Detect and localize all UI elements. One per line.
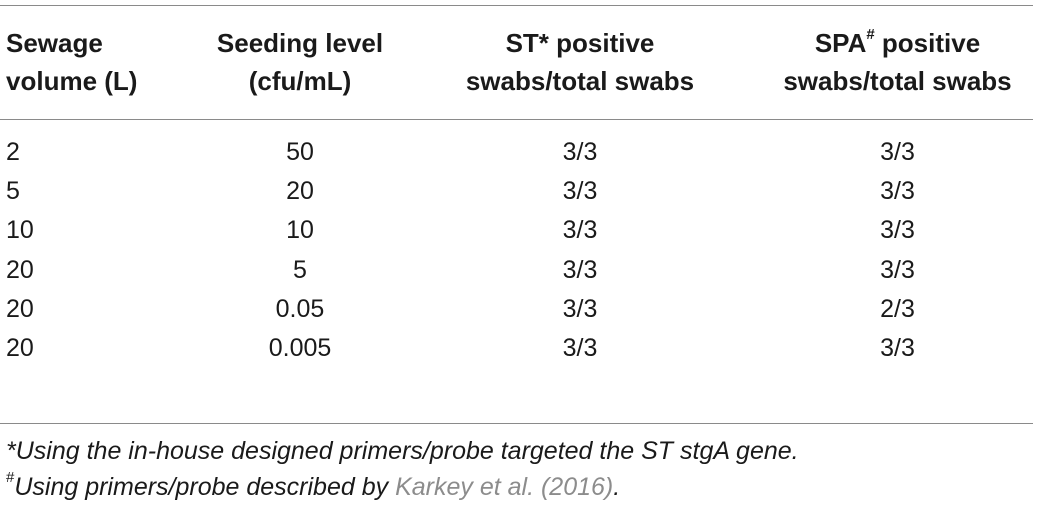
footnote-text: . — [613, 473, 621, 501]
cell-st-positive: 3/3 — [562, 334, 598, 362]
header-text: Seeding level — [216, 28, 384, 58]
header-text-part: positive — [874, 28, 981, 58]
cell-sewage-volume: 20 — [6, 255, 34, 284]
cell-spa-positive: 2/3 — [880, 294, 915, 323]
footnote-st: *Using the in-house designed primers/pro… — [6, 437, 799, 465]
footnote-mark: # — [6, 468, 15, 486]
cell-sewage-volume: 2 — [6, 138, 20, 166]
header-spa-positive: SPA# positive swabs/total swabs — [760, 24, 1035, 100]
table-row: 20 0.05 3/3 2/3 — [0, 289, 1039, 329]
header-text: swabs/total swabs — [783, 66, 1012, 96]
header-text: SPA# positive — [760, 24, 1035, 62]
cell-sewage-volume: 5 — [6, 177, 20, 206]
table-top-rule — [0, 5, 1033, 6]
header-text: Sewage — [6, 28, 103, 58]
footnote-spa: #Using primers/probe described by Karkey… — [6, 470, 620, 504]
header-text: (cfu/mL) — [248, 66, 352, 96]
cell-seeding-level: 50 — [286, 138, 314, 166]
citation-link[interactable]: Karkey et al. (2016) — [395, 473, 614, 501]
header-text: volume (L) — [6, 66, 138, 96]
cell-sewage-volume: 20 — [6, 334, 34, 362]
cell-seeding-level: 0.05 — [275, 294, 325, 323]
cell-spa-positive: 3/3 — [880, 138, 915, 166]
header-text: ST* positive — [505, 28, 655, 58]
cell-st-positive: 3/3 — [562, 177, 598, 206]
cell-st-positive: 3/3 — [562, 138, 598, 166]
cell-spa-positive: 3/3 — [880, 334, 915, 362]
cell-seeding-level: 0.005 — [268, 334, 332, 362]
cell-sewage-volume: 10 — [6, 216, 34, 245]
table-row: 20 5 3/3 3/3 — [0, 250, 1039, 290]
header-seeding-level: Seeding level (cfu/mL) — [200, 24, 400, 100]
header-st-positive: ST* positive swabs/total swabs — [440, 24, 720, 100]
table-row: 2 50 3/3 3/3 — [0, 132, 1039, 172]
cell-seeding-level: 5 — [293, 255, 307, 284]
cell-spa-positive: 3/3 — [880, 216, 915, 245]
header-superscript: # — [866, 26, 875, 44]
cell-spa-positive: 3/3 — [880, 255, 915, 284]
table-row: 10 10 3/3 3/3 — [0, 210, 1039, 250]
header-text: swabs/total swabs — [465, 66, 695, 96]
header-sewage-volume: Sewage volume (L) — [6, 24, 176, 100]
header-divider-rule — [0, 119, 1033, 120]
footnote-text: Using primers/probe described by — [14, 473, 396, 501]
table-bottom-rule — [0, 423, 1033, 424]
cell-sewage-volume: 20 — [6, 294, 34, 323]
header-text-part: SPA — [814, 28, 867, 58]
cell-st-positive: 3/3 — [562, 216, 598, 245]
cell-st-positive: 3/3 — [562, 294, 598, 323]
cell-seeding-level: 20 — [286, 177, 314, 206]
cell-st-positive: 3/3 — [562, 255, 598, 284]
cell-seeding-level: 10 — [286, 216, 314, 245]
cell-spa-positive: 3/3 — [880, 177, 915, 206]
table-row: 5 20 3/3 3/3 — [0, 171, 1039, 211]
table-row: 20 0.005 3/3 3/3 — [0, 328, 1039, 368]
